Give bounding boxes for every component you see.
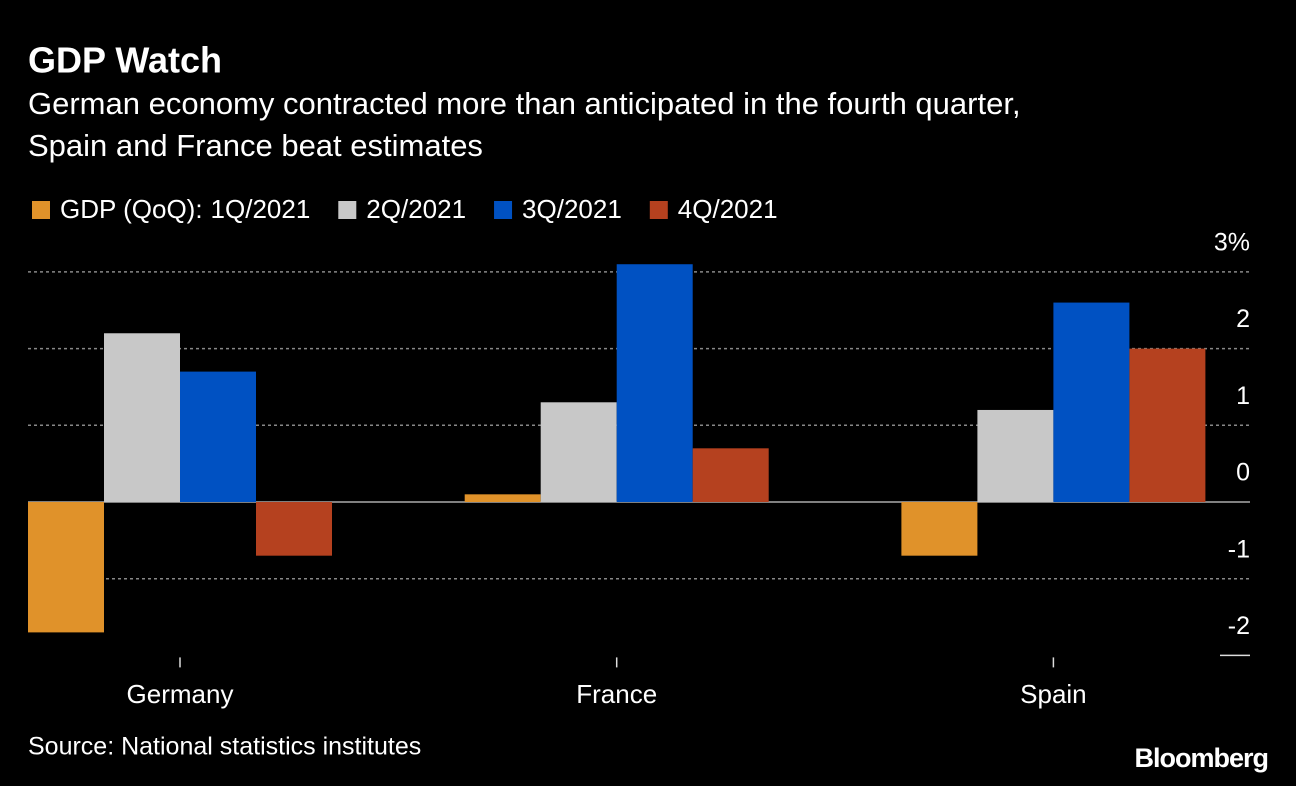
bar — [901, 502, 978, 556]
legend-title: GDP (QoQ): — [60, 194, 203, 224]
source-note: Source: National statistics institutes — [28, 733, 421, 761]
y-tick-label: 0 — [1236, 459, 1250, 487]
legend-swatch — [32, 201, 50, 219]
bar — [616, 264, 693, 502]
legend-swatch — [494, 201, 513, 219]
legend-label: 4Q/2021 — [678, 194, 778, 224]
legend-label: 3Q/2021 — [522, 194, 622, 224]
bar — [1053, 302, 1130, 502]
chart-subtitle: Spain and France beat estimates — [28, 128, 483, 163]
bar — [180, 371, 256, 502]
bar — [28, 502, 104, 633]
legend-swatch — [649, 201, 668, 219]
bar — [256, 502, 332, 556]
legend-label: 2Q/2021 — [366, 194, 466, 224]
bar — [977, 409, 1054, 502]
bar — [464, 494, 541, 502]
y-tick-label: 3% — [1214, 229, 1250, 257]
x-tick-label: France — [576, 679, 657, 709]
brand-logo: Bloomberg — [1134, 743, 1268, 773]
chart-title: GDP Watch — [28, 40, 222, 81]
y-tick-label: -1 — [1228, 535, 1250, 563]
y-tick-label: -2 — [1228, 612, 1250, 640]
bar — [1129, 348, 1206, 502]
bar — [540, 402, 617, 502]
x-tick-label: Spain — [1020, 679, 1087, 709]
legend-swatch — [338, 201, 357, 219]
y-tick-label: 1 — [1236, 382, 1250, 410]
y-tick-label: 2 — [1236, 305, 1250, 333]
chart-subtitle: German economy contracted more than anti… — [28, 86, 1021, 121]
bar — [692, 448, 769, 502]
x-tick-label: Germany — [127, 679, 234, 709]
bar — [104, 333, 180, 502]
legend-label: 1Q/2021 — [211, 194, 311, 224]
